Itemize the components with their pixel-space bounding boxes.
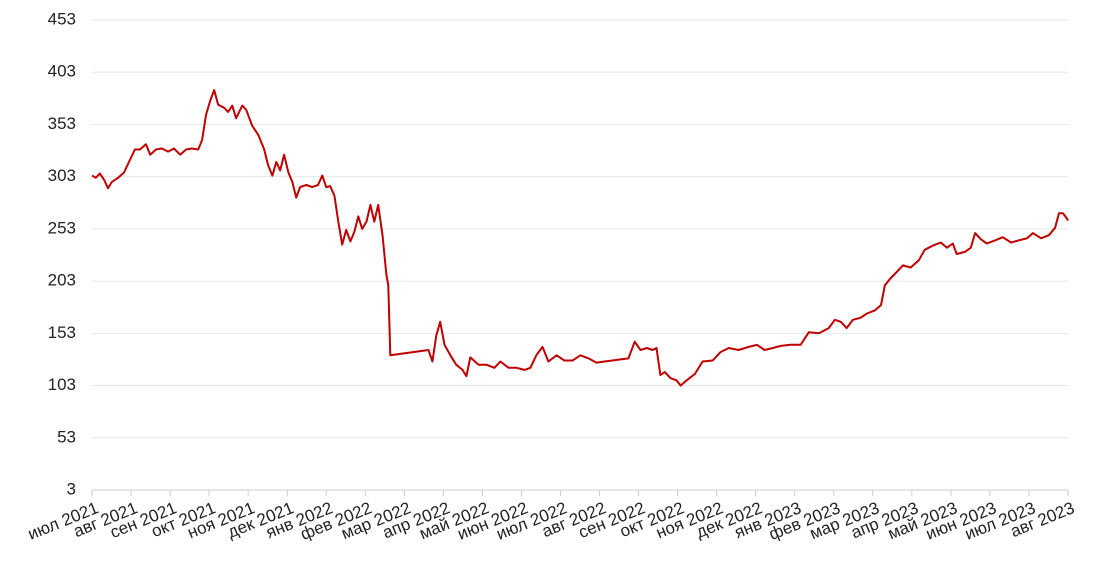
y-tick-label: 153 bbox=[48, 323, 76, 342]
y-tick-label: 353 bbox=[48, 114, 76, 133]
y-tick-label: 453 bbox=[48, 9, 76, 28]
y-tick-label: 203 bbox=[48, 271, 76, 290]
y-tick-label: 103 bbox=[48, 375, 76, 394]
line-series bbox=[91, 89, 1069, 387]
y-tick-label: 53 bbox=[57, 427, 76, 446]
y-tick-label: 303 bbox=[48, 166, 76, 185]
y-tick-label: 403 bbox=[48, 62, 76, 81]
y-tick-label: 3 bbox=[67, 479, 76, 498]
y-tick-label: 253 bbox=[48, 218, 76, 237]
